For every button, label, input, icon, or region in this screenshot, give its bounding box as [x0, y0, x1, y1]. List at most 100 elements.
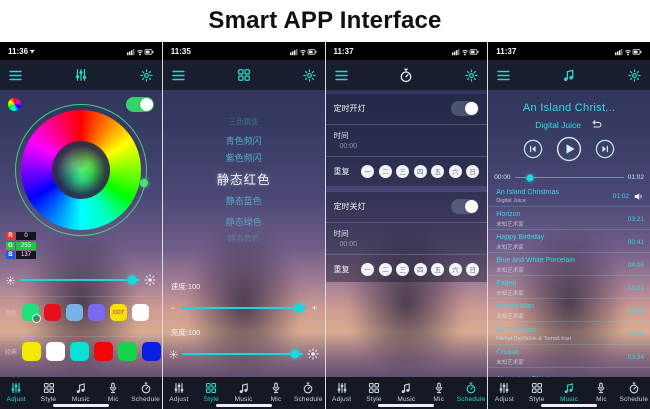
color-wheel[interactable] — [14, 104, 148, 236]
tab-music[interactable]: Music — [65, 377, 97, 405]
color-wheel-handle[interactable] — [139, 179, 148, 188]
day-toggle[interactable]: 一 — [361, 164, 375, 178]
plus-icon[interactable]: + — [311, 302, 318, 313]
tab-mic[interactable]: Mic — [585, 377, 617, 405]
day-toggle[interactable]: 三 — [396, 262, 410, 276]
settings-button[interactable] — [628, 68, 641, 82]
day-toggle[interactable]: 一 — [361, 262, 375, 276]
day-toggle[interactable]: 日 — [466, 164, 480, 178]
brightness-slider[interactable] — [168, 348, 319, 360]
tab-schedule[interactable]: Schedule — [292, 377, 324, 405]
color-swatch[interactable] — [70, 342, 89, 361]
day-toggle[interactable]: 二 — [378, 164, 392, 178]
play-button[interactable] — [556, 136, 582, 162]
tab-style[interactable]: Style — [195, 377, 227, 405]
mode-item-selected[interactable]: 静态红色 — [216, 173, 271, 187]
home-indicator[interactable] — [215, 403, 272, 407]
playlist-row[interactable]: Horizon 未知艺术家 03:21 — [488, 207, 650, 230]
timer-on-toggle[interactable] — [451, 100, 480, 116]
tab-adjust[interactable]: Adjust — [326, 377, 358, 405]
home-indicator[interactable] — [378, 403, 435, 407]
playlist-row[interactable]: An Island Christmas Digital Juice 01:02 — [488, 184, 650, 207]
day-toggle[interactable]: 六 — [448, 164, 462, 178]
playlist-row[interactable]: Be The Boss Michal Dvořáček & Tomáš Kari … — [488, 322, 650, 345]
slider-track[interactable] — [19, 275, 140, 285]
color-mode-ball-icon[interactable] — [8, 97, 21, 111]
next-button[interactable] — [595, 139, 615, 159]
day-toggle[interactable]: 二 — [378, 262, 392, 276]
day-toggle[interactable]: 四 — [413, 164, 427, 178]
settings-button[interactable] — [465, 68, 478, 82]
mode-item[interactable]: 青色频闪 — [225, 136, 262, 146]
menu-button[interactable] — [9, 70, 22, 81]
cct-swatch[interactable]: CCT — [110, 304, 127, 321]
color-swatch[interactable] — [88, 304, 105, 321]
menu-button[interactable] — [334, 70, 348, 81]
menu-button[interactable] — [172, 70, 185, 81]
time-value[interactable]: 00:00 — [339, 241, 358, 248]
tab-music[interactable]: Music — [553, 377, 585, 405]
playlist-row[interactable]: Happy Birthday 未知艺术家 00:41 — [488, 230, 650, 253]
time-value[interactable]: 00:00 — [339, 143, 358, 150]
color-swatch[interactable] — [22, 342, 41, 361]
color-swatch[interactable] — [66, 304, 83, 321]
tab-mic[interactable]: Mic — [260, 377, 292, 405]
tab-schedule[interactable]: Schedule — [618, 377, 650, 405]
mode-item[interactable]: 静态黄色 — [227, 234, 260, 243]
power-toggle[interactable] — [125, 96, 154, 112]
playlist-row[interactable]: Alternative Christmas — [488, 368, 650, 377]
color-swatch[interactable] — [44, 304, 61, 321]
day-toggle[interactable]: 三 — [396, 164, 410, 178]
progress-track[interactable] — [514, 174, 624, 181]
slider-handle[interactable] — [294, 303, 303, 313]
speed-slider[interactable]: − + — [169, 302, 319, 314]
playlist-row[interactable]: Faded 未知艺术家 03:01 — [488, 276, 650, 299]
playlist-row[interactable]: Weirdo Man 未知艺术家 03:56 — [488, 299, 650, 322]
day-toggle[interactable]: 五 — [431, 262, 445, 276]
mode-item[interactable]: 静态绿色 — [225, 217, 262, 227]
classic-label: 经典 — [4, 350, 17, 356]
day-toggle[interactable]: 六 — [448, 262, 462, 276]
playlist-row[interactable]: Croatia 未知艺术家 03:34 — [488, 345, 650, 368]
slider-track[interactable] — [180, 303, 307, 313]
tab-style[interactable]: Style — [358, 377, 390, 405]
day-toggle[interactable]: 五 — [431, 164, 445, 178]
mode-item[interactable]: 静态蓝色 — [225, 196, 262, 206]
settings-button[interactable] — [140, 68, 153, 82]
tab-adjust[interactable]: Adjust — [488, 377, 520, 405]
previous-button[interactable] — [523, 139, 543, 159]
home-indicator[interactable] — [541, 403, 598, 407]
tab-music[interactable]: Music — [390, 377, 422, 405]
slider-handle[interactable] — [127, 275, 137, 285]
tab-mic[interactable]: Mic — [97, 377, 129, 405]
mode-item[interactable]: 三色跳变 — [228, 117, 259, 126]
tab-style[interactable]: Style — [521, 377, 553, 405]
color-swatch[interactable] — [22, 304, 41, 323]
tab-adjust[interactable]: Adjust — [163, 377, 195, 405]
day-toggle[interactable]: 日 — [466, 262, 480, 276]
color-swatch[interactable] — [142, 342, 161, 361]
tab-schedule[interactable]: Schedule — [455, 377, 487, 405]
tab-music[interactable]: Music — [227, 377, 259, 405]
color-swatch[interactable] — [46, 342, 65, 361]
timer-off-toggle[interactable] — [451, 198, 480, 214]
repeat-icon[interactable] — [590, 119, 603, 130]
menu-button[interactable] — [497, 70, 510, 81]
tab-adjust[interactable]: Adjust — [0, 377, 32, 405]
color-swatch[interactable] — [132, 304, 149, 321]
brightness-slider[interactable] — [6, 274, 156, 286]
minus-icon[interactable]: − — [170, 302, 176, 313]
color-swatch[interactable] — [94, 342, 113, 361]
tab-schedule[interactable]: Schedule — [129, 377, 161, 405]
mode-item[interactable]: 紫色频闪 — [225, 153, 262, 163]
tab-style[interactable]: Style — [32, 377, 64, 405]
slider-track[interactable] — [181, 349, 303, 359]
playlist-row[interactable]: Blue and White Porcelain 未知艺术家 04:05 — [488, 253, 650, 276]
home-indicator[interactable] — [52, 403, 109, 407]
tab-mic[interactable]: Mic — [423, 377, 455, 405]
color-swatch[interactable] — [118, 342, 137, 361]
day-toggle[interactable]: 四 — [413, 262, 427, 276]
settings-button[interactable] — [302, 68, 316, 82]
progress-handle[interactable] — [526, 174, 534, 181]
slider-handle[interactable] — [290, 349, 299, 359]
